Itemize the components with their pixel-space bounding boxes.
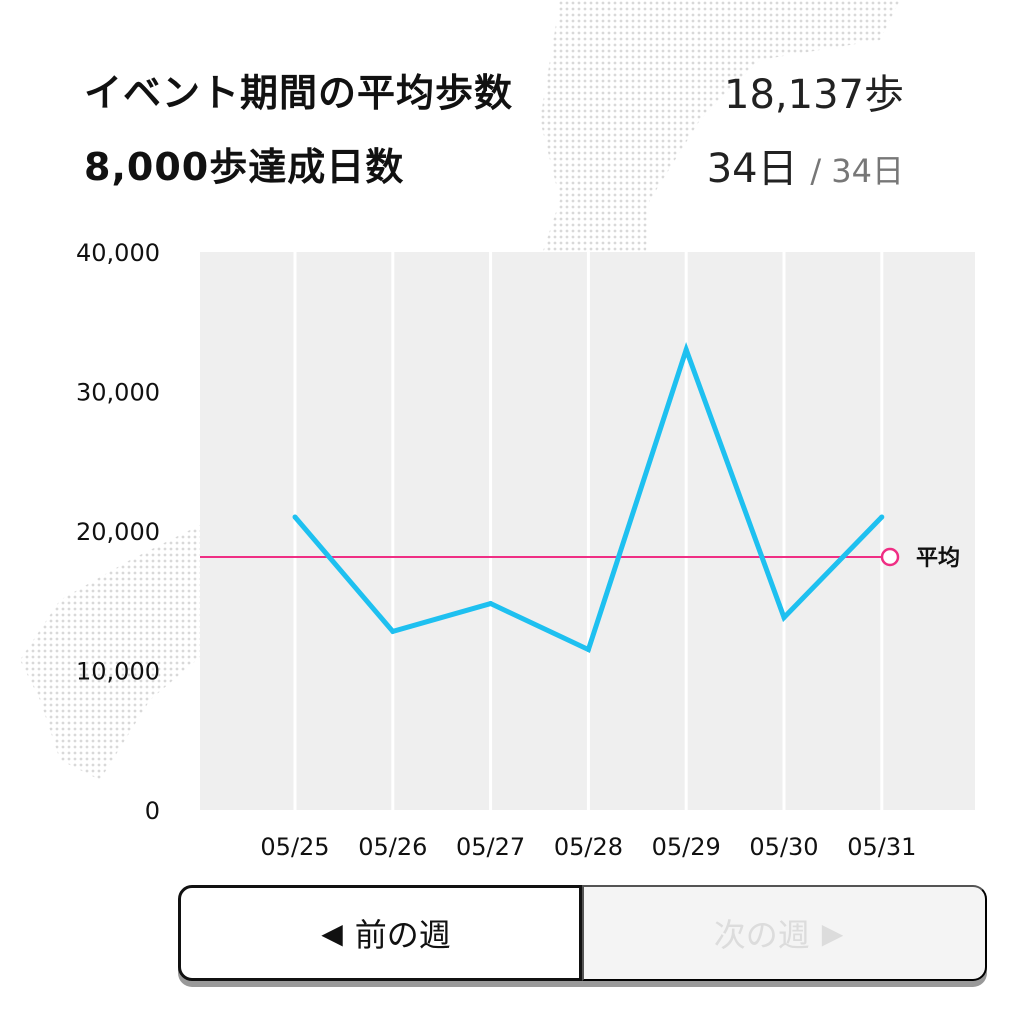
average-label: 平均 <box>916 545 960 571</box>
x-tick-label: 05/29 <box>652 833 721 861</box>
data-point-05/27 <box>488 601 494 607</box>
average-marker <box>880 547 900 567</box>
triangle-right-icon: ▶ <box>821 916 844 950</box>
average-steps-row: イベント期間の平均歩数 18,137歩 <box>84 62 904 122</box>
next-week-label: 次の週 <box>713 916 810 954</box>
triangle-left-icon: ◀ <box>321 916 343 950</box>
data-point-05/28 <box>585 647 591 653</box>
data-point-05/26 <box>390 628 396 634</box>
x-tick-label: 05/27 <box>456 833 525 861</box>
average-steps-value: 18,137歩 <box>724 72 904 118</box>
steps-line-chart: 05/25 05/26 05/27 05/28 05/29 05/30 05/31 0 10,0… <box>76 239 975 861</box>
goal-days-label: 8,000歩達成日数 <box>84 145 405 189</box>
y-tick-label: 0 <box>145 797 160 825</box>
goal-days-row: 8,000歩達成日数 34日 / 34日 <box>84 136 904 196</box>
data-point-05/31 <box>879 514 885 520</box>
y-tick-label: 40,000 <box>76 239 160 267</box>
data-point-05/29 <box>683 347 689 353</box>
data-point-05/30 <box>781 614 787 620</box>
x-tick-label: 05/26 <box>358 833 427 861</box>
x-tick-label: 05/25 <box>260 833 329 861</box>
goal-days-total: / 34日 <box>810 152 904 190</box>
goal-days-value-wrap: 34日 / 34日 <box>707 136 904 194</box>
next-week-button[interactable]: 次の週 ▶ <box>582 885 987 981</box>
previous-week-button[interactable]: ◀ 前の週 <box>178 885 582 981</box>
y-tick-label: 30,000 <box>76 379 160 407</box>
previous-week-label: 前の週 <box>354 916 451 954</box>
y-tick-label: 10,000 <box>76 658 160 686</box>
x-tick-label: 05/28 <box>554 833 623 861</box>
x-tick-label: 05/31 <box>847 833 916 861</box>
data-point-05/25 <box>292 514 298 520</box>
y-tick-label: 20,000 <box>76 518 160 546</box>
average-steps-label: イベント期間の平均歩数 <box>84 71 514 115</box>
goal-days-value: 34日 <box>706 146 798 192</box>
x-tick-label: 05/30 <box>749 833 818 861</box>
